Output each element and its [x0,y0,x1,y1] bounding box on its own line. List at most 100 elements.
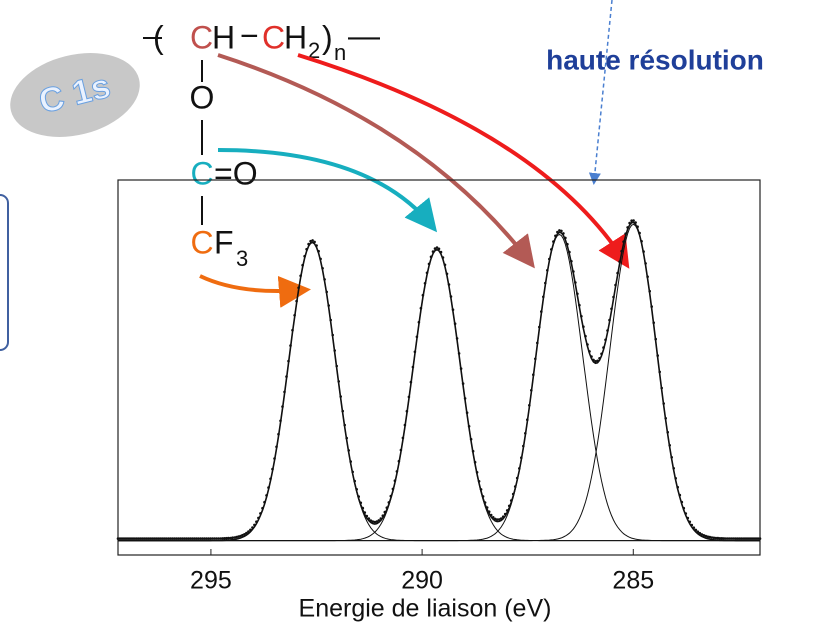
envelope-point [241,533,244,537]
envelope-point [732,537,736,540]
envelope-point [178,537,182,540]
envelope-point [136,537,140,540]
envelope-point [166,537,170,540]
envelope-point [716,536,720,540]
envelope-point [744,537,748,540]
envelope-point [714,536,718,540]
envelope-point [728,537,732,540]
formula-text: H [284,19,307,55]
envelope-point [223,537,226,540]
envelope-point [560,229,563,233]
envelope-point [724,537,728,540]
envelope-point [239,534,242,538]
envelope-point [148,537,152,540]
envelope-point [740,537,744,540]
note: haute résolution [546,44,764,75]
envelope-point [722,537,726,540]
x-tick-label: 295 [190,567,232,595]
envelope-point [134,537,138,540]
envelope-point [213,537,216,540]
envelope-point [738,537,742,540]
envelope-point [122,537,126,540]
envelope-point [215,537,218,540]
formula-text: F [214,224,234,260]
envelope-point [140,537,144,540]
envelope-point [186,537,190,540]
envelope [118,221,760,542]
envelope-point [120,537,124,540]
envelope-point [373,520,377,524]
envelope-point [180,537,184,540]
envelope-point [221,537,224,540]
envelope-point [124,537,128,540]
envelope-point [742,537,746,540]
envelope-point [188,537,192,540]
envelope-point [211,537,214,540]
envelope-point [194,537,198,540]
envelope-point [130,537,134,540]
plot-frame [117,179,761,556]
envelope-point [748,537,752,540]
formula-text: =O [214,155,258,191]
envelope-point [708,535,712,539]
envelope-point [174,537,178,540]
formula-atom: C [190,19,213,55]
formula-sub: 3 [236,246,248,271]
envelope-point [225,536,228,540]
envelope-point [160,537,164,540]
formula-atom: C [190,155,213,191]
envelope-point [156,537,160,540]
envelope-point [196,537,200,540]
envelope-point [435,246,439,249]
formula-text: ) [322,19,333,55]
envelope-point [199,537,202,540]
badge-ellipse [10,53,140,137]
envelope-point [750,537,754,540]
envelope-point [558,229,561,232]
envelope-point [700,533,704,536]
envelope-point [720,537,724,540]
formula-atom: C [262,19,285,55]
envelope-point [736,537,740,540]
envelope-point [718,537,722,540]
envelope-point [754,537,758,540]
x-axis-label: Energie de liaison (eV) [299,595,552,623]
envelope-point [219,537,222,540]
component-peak [118,223,760,542]
envelope-point [128,537,132,540]
envelope-point [150,537,154,540]
envelope-point [311,239,314,242]
envelope-point [154,537,158,540]
formula-sub: 2 [308,38,320,63]
envelope-point [144,537,148,540]
formula-text: − [240,17,259,53]
envelope-point [746,537,750,540]
envelope-point [126,537,130,540]
x-tick-label: 290 [401,567,443,595]
formula-text: H [212,19,235,55]
formula-atom: C [190,224,213,260]
envelope-point [168,537,172,540]
assign-arrow [217,148,438,233]
envelope-point [138,537,142,540]
envelope-point [162,537,166,540]
envelope-point [207,537,210,540]
envelope-point [170,537,174,540]
envelope-point [205,537,208,540]
note-arrow [588,0,613,185]
formula-atom: O [190,79,215,115]
envelope-point [371,520,375,523]
envelope-point [203,537,206,540]
envelope-point [704,534,708,538]
envelope-point [227,536,230,540]
envelope-point [702,534,706,537]
envelope-point [152,537,156,540]
envelope-point [146,537,150,540]
badge: C 1s [10,53,140,137]
envelope-point [734,537,738,540]
envelope-point [433,247,437,250]
envelope-point [437,247,441,251]
envelope-point [132,537,136,540]
envelope-point [116,537,120,540]
